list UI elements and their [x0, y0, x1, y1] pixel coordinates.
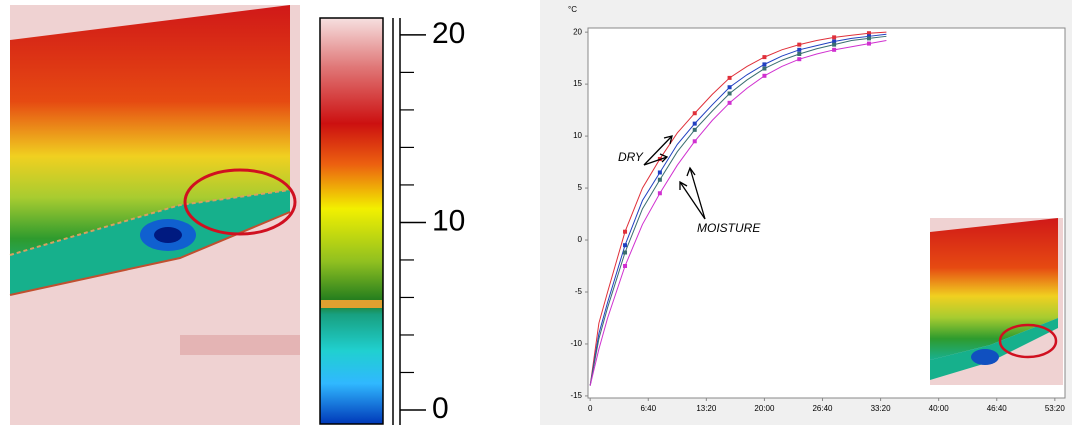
- marker: [623, 250, 628, 255]
- marker: [866, 41, 871, 46]
- tick-label: 0: [432, 392, 449, 425]
- threshold-band: [321, 300, 382, 308]
- marker: [623, 264, 628, 269]
- marker: [692, 111, 697, 116]
- tick-label: 10: [432, 204, 465, 237]
- y-tick-label: -15: [570, 391, 582, 400]
- marker: [797, 42, 802, 47]
- marker: [866, 31, 871, 36]
- tick-label: 20: [432, 17, 465, 50]
- marker: [797, 47, 802, 52]
- x-tick-label: 33:20: [871, 404, 892, 413]
- x-tick-label: 26:40: [812, 404, 833, 413]
- marker: [692, 127, 697, 132]
- colorbar-axis: 0 10 20: [400, 17, 465, 425]
- marker: [692, 139, 697, 144]
- x-tick-label: 20:00: [754, 404, 775, 413]
- colorbar: [319, 17, 384, 425]
- x-tick-label: 46:40: [987, 404, 1008, 413]
- marker: [727, 100, 732, 105]
- x-tick-label: 40:00: [929, 404, 950, 413]
- x-tick-label: 0: [588, 404, 593, 413]
- marker: [692, 121, 697, 126]
- x-tick-label: 13:20: [696, 404, 717, 413]
- y-tick-label: 0: [578, 235, 583, 244]
- x-tick-label: 6:40: [640, 404, 656, 413]
- marker: [727, 85, 732, 90]
- marker: [832, 35, 837, 40]
- marker: [657, 170, 662, 175]
- y-tick-label: 5: [578, 183, 583, 192]
- marker: [797, 57, 802, 62]
- x-tick-label: 53:20: [1045, 404, 1066, 413]
- marker: [762, 62, 767, 67]
- marker: [727, 75, 732, 80]
- y-tick-label: 10: [573, 131, 582, 140]
- marker: [832, 47, 837, 52]
- y-tick-label: 15: [573, 79, 582, 88]
- arrows: [643, 135, 706, 220]
- y-unit: °C: [568, 5, 577, 14]
- marker: [866, 34, 871, 39]
- thermal-image: [9, 5, 300, 425]
- marker: [762, 73, 767, 78]
- marker: [657, 191, 662, 196]
- y-tick-label: -5: [575, 287, 583, 296]
- marker: [797, 51, 802, 56]
- marker: [623, 243, 628, 248]
- marker: [762, 55, 767, 60]
- y-tick-label: -10: [570, 339, 582, 348]
- line-chart: -15 -10 -5 0 5 10 15 20 0 6:40 13:20 20:00 26:40 33:2…: [570, 27, 1065, 413]
- annotation: DRY: [618, 150, 644, 164]
- marker: [657, 177, 662, 182]
- marker: [866, 36, 871, 41]
- inset-image: [930, 218, 1063, 385]
- annotation: MOISTURE: [697, 221, 761, 235]
- y-tick-label: 20: [573, 27, 582, 36]
- marker: [832, 39, 837, 44]
- marker: [623, 229, 628, 234]
- marker: [762, 66, 767, 71]
- marker: [832, 42, 837, 47]
- marker: [727, 91, 732, 96]
